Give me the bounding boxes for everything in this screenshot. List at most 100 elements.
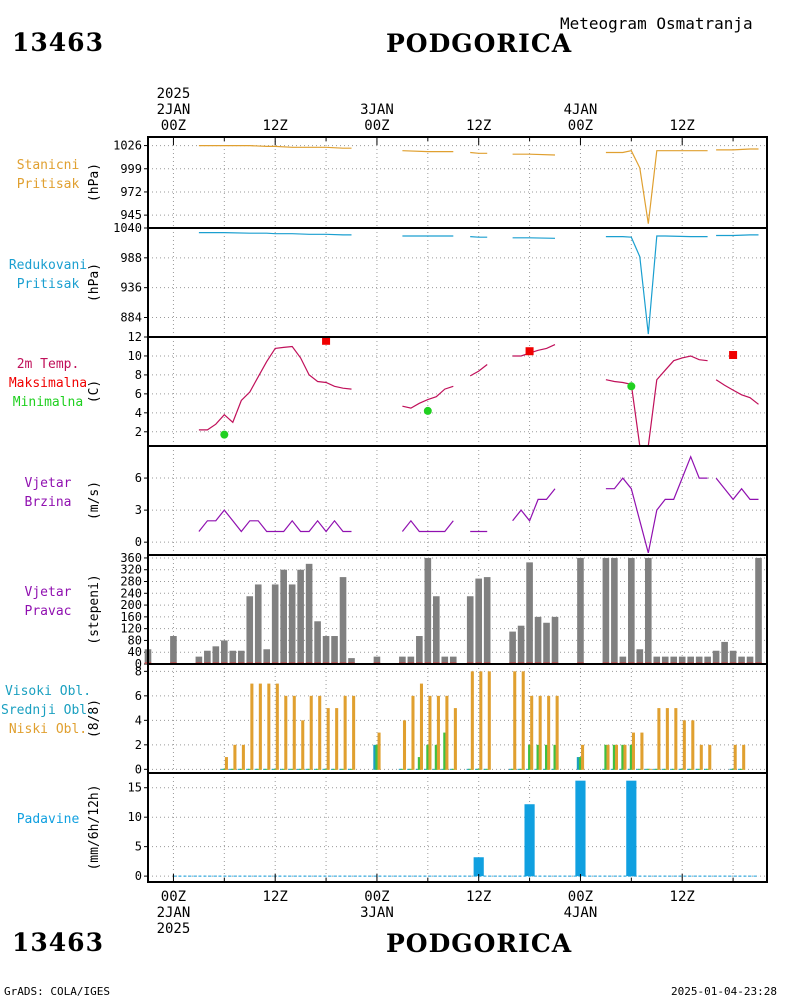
y-tick-label: 80	[128, 633, 142, 647]
wind-direction-bar	[483, 577, 491, 664]
series-line	[605, 355, 708, 447]
y-tick-label: 4	[135, 406, 142, 420]
cloud-bar	[733, 744, 737, 770]
series-line	[605, 150, 708, 224]
reduced_pressure-panel: 1040 988 936 884 (hPa)	[87, 221, 768, 338]
cloud-bar	[578, 757, 582, 770]
precip-bar	[575, 780, 586, 877]
cloud-bar	[479, 671, 483, 770]
cloud-bar	[513, 671, 517, 770]
max-temp-marker	[322, 336, 331, 345]
clouds-label: Visoki Obl. Srednji Obl. Niski Obl.	[0, 682, 123, 739]
wind-direction-bar	[695, 656, 703, 664]
panel-label-line: Redukovani	[8, 257, 88, 273]
cloud-bar	[309, 695, 313, 770]
series-line	[512, 344, 556, 357]
cloud-bar	[657, 708, 661, 770]
wind-direction-bar	[628, 557, 635, 664]
series-line	[470, 236, 488, 238]
series-line	[716, 234, 759, 237]
station-id-bottom: 13463	[12, 928, 104, 957]
wind-direction-bar	[449, 656, 457, 664]
top-time-label: 3JAN	[360, 102, 394, 118]
y-tick-label: 8	[135, 368, 142, 382]
series-line	[512, 153, 556, 156]
y-tick-label: 10	[128, 349, 142, 363]
cloud-bar	[576, 757, 580, 770]
y-axis-label: (stepeni)	[87, 574, 102, 644]
bottom-time-label: 00Z	[161, 889, 186, 905]
wind-direction-bar	[602, 557, 610, 664]
series-line	[198, 145, 352, 149]
panel-label-line: Vjetar	[24, 475, 72, 491]
y-axis-label: (m/s)	[87, 481, 102, 520]
top-time-label: 00Z	[568, 118, 593, 134]
y-tick-label: 5	[135, 840, 142, 854]
bottom-time-label: 3JAN	[360, 905, 394, 921]
panel-label-line: Padavine	[16, 812, 80, 827]
cloud-bar	[402, 720, 407, 770]
station-name-top: PODGORICA	[386, 29, 573, 58]
panel-label-line: Pritisak	[16, 176, 80, 192]
wind-direction-bar	[636, 649, 644, 664]
wind-direction-bar	[339, 577, 347, 664]
cloud-bar	[612, 744, 616, 770]
y-axis-label: (hPa)	[87, 163, 102, 202]
cloud-bar	[453, 708, 457, 770]
cloud-bar	[318, 695, 322, 770]
cloud-bar	[621, 744, 625, 770]
cloud-bar	[528, 744, 532, 770]
top-time-label: 2JAN	[157, 102, 191, 118]
cloud-bar	[545, 744, 549, 770]
top-time-label: 12Z	[466, 118, 491, 134]
wind-direction-bar	[305, 563, 313, 664]
y-tick-label: 999	[120, 162, 142, 176]
bottom-time-label: 2JAN	[157, 905, 191, 921]
wind-direction-bar	[407, 656, 415, 664]
bottom-time-label: 12Z	[466, 889, 491, 905]
wind-direction-bar	[755, 557, 762, 664]
cloud-bar	[419, 683, 423, 770]
cloud-bar	[326, 708, 330, 770]
cloud-bar	[682, 720, 686, 770]
cloud-bar	[553, 744, 557, 770]
wind-direction-bar	[611, 557, 618, 664]
y-axis-label: (8/8)	[87, 699, 102, 738]
cloud-bar	[301, 720, 305, 770]
cloud-bar	[250, 683, 254, 770]
top-time-label: 00Z	[161, 118, 186, 134]
wind-direction-bar	[195, 656, 203, 664]
bottom-time-label: 00Z	[568, 889, 593, 905]
wind-direction-bar	[670, 656, 678, 664]
y-tick-label: 320	[120, 563, 142, 577]
wind-direction-bar	[721, 641, 728, 664]
wind-direction-bar	[204, 650, 211, 664]
series-line	[715, 379, 759, 405]
cloud-bar	[375, 744, 379, 770]
cloud-bar	[665, 708, 669, 770]
series-line	[198, 345, 352, 431]
series-line	[401, 519, 454, 533]
top-time-label: 12Z	[263, 118, 288, 134]
series-line	[512, 237, 556, 239]
cloud-bar	[604, 744, 608, 770]
wind_speed-label: Vjetar Brzina	[0, 474, 123, 512]
panel-label-line: Visoki Obl.	[4, 684, 92, 699]
series-line	[469, 364, 488, 377]
wind-direction-bar	[416, 636, 423, 664]
panel-label-line: Srednji Obl.	[1, 703, 95, 718]
y-tick-label: 972	[120, 185, 142, 199]
wind-direction-bar	[432, 596, 440, 664]
y-tick-label: 240	[120, 586, 142, 600]
series-line	[198, 232, 352, 236]
precip-bar	[473, 857, 484, 877]
y-tick-label: 10	[128, 810, 142, 824]
y-tick-label: 12	[128, 330, 142, 344]
cloud-bar	[241, 744, 245, 770]
y-tick-label: 2	[135, 425, 142, 439]
wind-direction-bar	[348, 658, 355, 664]
y-tick-label: 8	[135, 664, 142, 678]
series-line	[715, 477, 759, 501]
